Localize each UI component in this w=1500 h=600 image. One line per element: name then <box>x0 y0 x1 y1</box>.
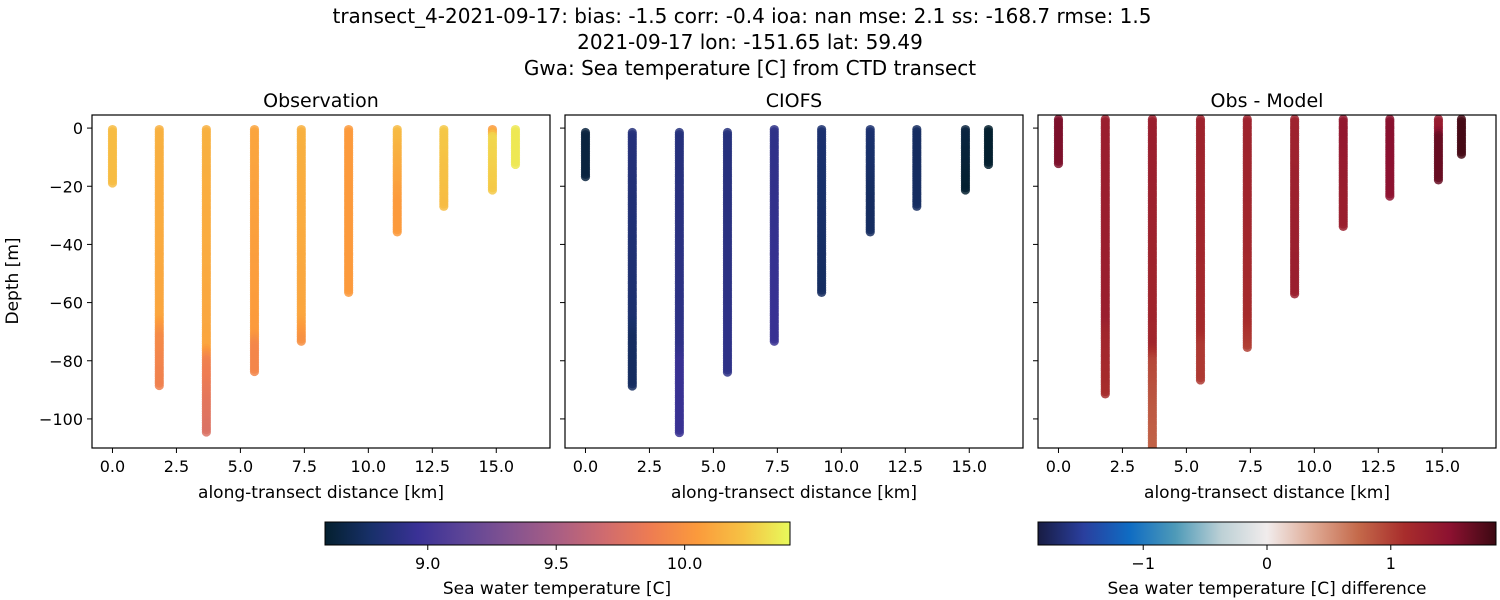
x-tick-label: 0.0 <box>100 457 125 476</box>
data-point <box>392 227 402 237</box>
x-tick-label: 10.0 <box>824 457 860 476</box>
colorbar-tick-label: 0 <box>1262 554 1272 573</box>
panel-model: 0.0 2.5 5.0 7.5 10.0 12.5 15.0 <box>560 114 1024 476</box>
x-tick-label: 7.5 <box>292 457 317 476</box>
data-point <box>722 367 733 377</box>
colorbar-difference: −1 0 1 <box>1037 521 1497 573</box>
x-axis-label-diff: along-transect distance [km] <box>1144 483 1390 503</box>
scatter-points <box>1053 115 1467 448</box>
data-point <box>627 381 637 391</box>
data-point <box>487 185 498 195</box>
data-point <box>1290 289 1300 299</box>
y-tick-label: −60 <box>49 294 83 313</box>
axes-frame <box>91 114 551 449</box>
x-tick-label: 2.5 <box>637 457 662 476</box>
data-point <box>912 201 922 211</box>
suptitle-line-3: Gwa: Sea temperature [C] from CTD transe… <box>524 56 976 80</box>
data-point <box>769 336 779 346</box>
panel-title-observation: Observation <box>263 90 379 112</box>
colorbar-gradient <box>324 521 791 546</box>
x-tick-label: 15.0 <box>478 457 514 476</box>
colorbar-tick-label: 1 <box>1386 554 1396 573</box>
axes-frame <box>1037 114 1497 449</box>
data-point <box>1100 389 1110 399</box>
y-axis-label: Depth [m] <box>3 237 23 324</box>
y-tick-label: 0 <box>73 119 83 138</box>
colorbar-label-difference: Sea water temperature [C] difference <box>1107 579 1426 599</box>
data-point <box>1433 175 1444 185</box>
colorbar-label-temperature: Sea water temperature [C] <box>443 579 671 599</box>
data-point <box>960 185 971 195</box>
x-tick-label: 2.5 <box>1110 457 1135 476</box>
x-tick-label: 0.0 <box>573 457 598 476</box>
x-tick-label: 15.0 <box>1424 457 1460 476</box>
x-axis-label-observation: along-transect distance [km] <box>198 483 444 503</box>
x-axis-label-ciofs: along-transect distance [km] <box>671 483 917 503</box>
data-point <box>249 366 260 377</box>
data-point <box>865 227 875 237</box>
panel-title-ciofs: CIOFS <box>766 90 822 112</box>
y-tick-label: −20 <box>49 177 83 196</box>
x-tick-label: 7.5 <box>1238 457 1263 476</box>
data-point <box>983 159 994 170</box>
colorbar-tick-label: 10.0 <box>667 554 703 573</box>
y-tick-label: −100 <box>39 410 83 429</box>
data-point <box>154 380 164 391</box>
data-point <box>201 427 211 437</box>
x-tick-label: 5.0 <box>228 457 253 476</box>
x-tick-label: 15.0 <box>951 457 987 476</box>
x-tick-label: 2.5 <box>164 457 189 476</box>
x-tick-label: 10.0 <box>1297 457 1333 476</box>
data-point <box>344 287 354 298</box>
data-point <box>107 178 118 188</box>
colorbar-tick-label: 9.5 <box>543 554 568 573</box>
data-point <box>1242 342 1252 352</box>
x-tick-label: 5.0 <box>1174 457 1199 476</box>
scatter-points <box>580 124 994 438</box>
data-point <box>1456 149 1467 159</box>
data-point <box>674 427 684 438</box>
x-tick-label: 12.5 <box>414 457 450 476</box>
panel-title-diff: Obs - Model <box>1211 90 1324 112</box>
panel-obs: 0.0 2.5 5.0 7.5 10.0 12.5 15.0 0 −20 −40 −60 −80 −10… <box>39 114 551 476</box>
x-tick-label: 10.0 <box>351 457 387 476</box>
panel-diff: 0.0 2.5 5.0 7.5 10.0 12.5 15.0 <box>1033 114 1497 476</box>
data-point <box>439 201 449 211</box>
data-point <box>1385 191 1395 201</box>
data-point <box>580 172 591 182</box>
y-tick-label: −40 <box>49 235 83 254</box>
x-tick-label: 12.5 <box>1360 457 1396 476</box>
colorbar-temperature: 9.0 9.5 10.0 <box>324 521 791 573</box>
suptitle-line-1: transect_4-2021-09-17: bias: -1.5 corr: … <box>332 4 1151 28</box>
colorbar-tick-label: −1 <box>1131 554 1155 573</box>
colorbar-tick-label: 9.0 <box>415 554 440 573</box>
data-point <box>296 336 306 346</box>
data-point <box>817 287 827 298</box>
data-point <box>1053 158 1064 169</box>
x-tick-label: 7.5 <box>765 457 790 476</box>
data-point <box>1195 375 1206 385</box>
colorbar-gradient <box>1037 521 1497 546</box>
data-point <box>1338 221 1348 231</box>
y-tick-label: −80 <box>49 352 83 371</box>
data-point <box>510 159 521 170</box>
x-tick-label: 12.5 <box>887 457 923 476</box>
data-point <box>1150 447 1155 448</box>
suptitle-line-2: 2021-09-17 lon: -151.65 lat: 59.49 <box>577 30 923 54</box>
x-tick-label: 0.0 <box>1046 457 1071 476</box>
data-point <box>1148 445 1157 448</box>
axes-frame <box>564 114 1024 449</box>
x-tick-label: 5.0 <box>701 457 726 476</box>
scatter-points <box>107 124 521 437</box>
